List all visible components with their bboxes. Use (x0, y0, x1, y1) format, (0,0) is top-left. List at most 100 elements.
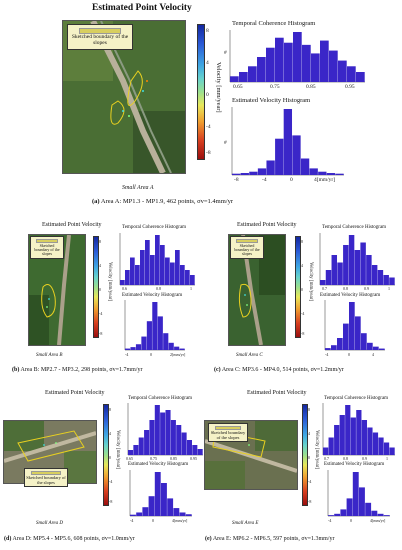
colorbar-tick: 8 (99, 239, 101, 244)
hist-bar (257, 57, 266, 82)
hist-bar (284, 42, 293, 82)
hist-bar (128, 450, 134, 455)
x-tick: 0.95 (345, 84, 355, 90)
x-tick: 4[mm/yr] (314, 177, 336, 183)
panel-b-colorbar (93, 236, 99, 338)
panel-c-legend: Sketched boundary of the slopes (230, 236, 264, 259)
panel-b-title: Estimated Point Velocity (42, 222, 102, 228)
hist-bar (180, 265, 185, 285)
hist-bar (292, 135, 301, 175)
hist-bar (155, 235, 160, 285)
hist-bar (240, 173, 249, 175)
x-tick: -4 (325, 352, 329, 357)
panel-d-velocity-title: Estimated Velocity Histogram (128, 462, 189, 467)
x-tick: 0.65 (233, 84, 243, 90)
hist-bar (130, 257, 135, 285)
hist-bar (160, 245, 165, 285)
hist-bar (326, 173, 336, 175)
y-label: # (224, 50, 227, 56)
x-tick: 0.7 (322, 286, 327, 291)
panel-e-velocity-title: Estimated Velocity Histogram (324, 462, 385, 467)
panel-b-area-label: Small Area B (36, 353, 63, 358)
panel-d-velocity-hist (129, 470, 192, 517)
hist-bar (257, 168, 267, 175)
colorbar-label: Velocity [mm/year] (308, 262, 313, 302)
colorbar-tick: -4 (99, 311, 103, 316)
hist-bar (161, 483, 167, 516)
x-tick: 4[mm/yr] (172, 518, 188, 523)
hist-bar (309, 168, 318, 175)
colorbar-tick: -8 (109, 499, 113, 504)
panel-b-coherence-hist (119, 233, 195, 286)
hist-bar (318, 171, 327, 175)
colorbar-tick: 4 (109, 431, 111, 436)
panel-d-caption: (d) Area D: MP5.4 - MP5.6, 608 points, σ… (4, 536, 135, 542)
colorbar-tick: -8 (206, 150, 211, 156)
hist-bar (349, 302, 355, 350)
hist-bar (142, 507, 149, 516)
hist-bar (328, 437, 334, 455)
legend-text: Sketched boundary of the slopes (234, 243, 260, 257)
hist-bar (361, 420, 368, 455)
hist-bar (371, 510, 378, 516)
hist-bar (283, 109, 293, 175)
hist-bar (179, 348, 185, 350)
hist-bar (176, 425, 182, 455)
panel-a-coherence-hist (229, 30, 365, 83)
hist-bar (343, 323, 349, 350)
hist-bar (141, 336, 147, 350)
colorbar-tick: 0 (109, 455, 111, 460)
legend-swatch (79, 28, 121, 34)
hist-bar (334, 425, 340, 455)
hist-bar (372, 432, 379, 455)
legend-swatch (215, 426, 241, 430)
panel-a-caption: (a) Area A: MP1.3 - MP1.9, 462 points, σ… (92, 198, 233, 205)
hist-bar (338, 60, 347, 82)
x-tick: 0.8 (343, 456, 348, 461)
hist-bar (125, 270, 130, 285)
legend-text: Sketched boundary of the slopes (210, 430, 246, 440)
hist-bar (361, 333, 367, 350)
colorbar-tick: 8 (308, 407, 310, 412)
hist-bar (339, 415, 345, 455)
hist-bar (167, 498, 174, 516)
panel-e-area-label: Small Area E (232, 521, 259, 526)
hist-bar (355, 316, 361, 350)
panel-a-colorbar (197, 24, 205, 160)
hist-bar (346, 498, 353, 516)
hist-bar (335, 173, 344, 175)
hist-bar (367, 342, 373, 350)
hist-bar (379, 348, 385, 350)
x-tick: 0.6 (122, 286, 127, 291)
panel-b-velocity-hist (124, 300, 185, 351)
hist-bar (181, 432, 187, 455)
colorbar-tick: 0 (206, 92, 209, 98)
colorbar-label: Velocity [mm/year] (115, 430, 120, 470)
hist-bar (160, 412, 166, 455)
hist-bar (328, 515, 334, 516)
hist-bar (329, 50, 338, 82)
colorbar-tick: -8 (301, 331, 305, 336)
panel-b-caption: (b) Area B: MP2.7 - MP3.2, 298 points, σ… (12, 367, 143, 373)
panel-a-velocity-hist (231, 107, 344, 176)
hist-bar (266, 47, 275, 82)
x-tick: 0.9 (362, 456, 367, 461)
colorbar-label: Velocity [mm/year] (107, 262, 112, 302)
panel-d-coherence-title: Temporal Coherence Histogram (128, 396, 193, 401)
hist-bar (120, 280, 125, 285)
hist-bar (144, 430, 150, 455)
hist-bar (190, 275, 195, 285)
hist-bar (356, 72, 365, 82)
hist-bar (157, 316, 163, 350)
hist-bar (154, 472, 161, 516)
panel-c-area-label: Small Area C (236, 353, 263, 358)
hist-bar (311, 53, 320, 82)
hist-bar (371, 265, 378, 285)
x-tick: 0 (152, 518, 154, 523)
panel-c-caption: (c) Area C: MP3.6 - MP4.0, 514 points, σ… (214, 367, 344, 373)
hist-bar (145, 240, 150, 285)
panel-c-coherence-title: Temporal Coherence Histogram (322, 225, 387, 230)
x-tick: 0.9 (364, 286, 369, 291)
x-tick: 0.75 (150, 456, 157, 461)
panel-b-velocity-title: Estimated Velocity Histogram (122, 293, 183, 298)
